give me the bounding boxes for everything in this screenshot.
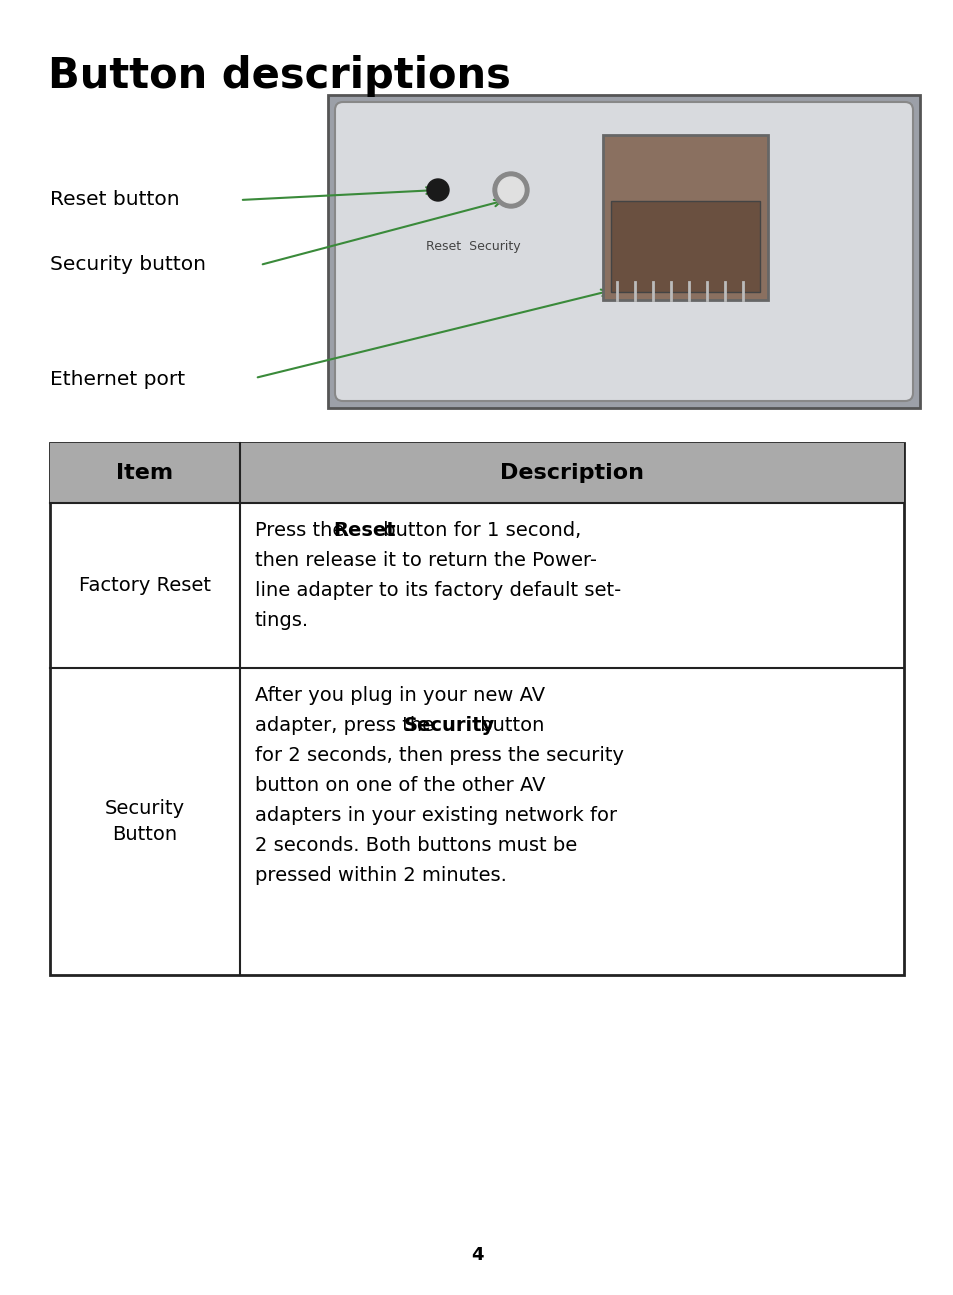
Text: button: button [474, 716, 544, 736]
Text: Ethernet port: Ethernet port [50, 370, 185, 388]
Text: Reset button: Reset button [50, 190, 179, 208]
Bar [50, 443, 903, 502]
Text: Description: Description [499, 464, 643, 483]
FancyBboxPatch shape [335, 102, 912, 401]
Text: then release it to return the Power-: then release it to return the Power- [254, 550, 597, 570]
Text: Security button: Security button [50, 255, 206, 275]
Circle shape [493, 172, 529, 208]
Text: Security
Button: Security Button [105, 799, 185, 844]
Bar [328, 95, 919, 408]
Text: Press the: Press the [254, 521, 351, 540]
Text: Button descriptions: Button descriptions [48, 54, 511, 97]
Text: After you plug in your new AV: After you plug in your new AV [254, 686, 544, 704]
Text: line adapter to its factory default set-: line adapter to its factory default set- [254, 581, 620, 600]
Text: 4: 4 [470, 1246, 483, 1264]
Text: adapters in your existing network for: adapters in your existing network for [254, 805, 617, 825]
Text: Reset  Security: Reset Security [425, 240, 519, 253]
Text: adapter, press the: adapter, press the [254, 716, 440, 736]
Bar [50, 443, 903, 975]
Text: for 2 seconds, then press the security: for 2 seconds, then press the security [254, 746, 623, 765]
Text: Security: Security [403, 716, 494, 736]
Text: tings.: tings. [254, 611, 309, 629]
Text: pressed within 2 minutes.: pressed within 2 minutes. [254, 866, 506, 884]
Text: button for 1 second,: button for 1 second, [376, 521, 580, 540]
Text: 2 seconds. Both buttons must be: 2 seconds. Both buttons must be [254, 837, 577, 855]
Circle shape [497, 177, 523, 203]
Text: button on one of the other AV: button on one of the other AV [254, 776, 545, 795]
Circle shape [427, 179, 449, 201]
Bar [610, 201, 760, 291]
Text: Factory Reset: Factory Reset [79, 576, 211, 594]
Text: Reset: Reset [333, 521, 395, 540]
Bar [602, 135, 767, 300]
Text: Item: Item [116, 464, 173, 483]
